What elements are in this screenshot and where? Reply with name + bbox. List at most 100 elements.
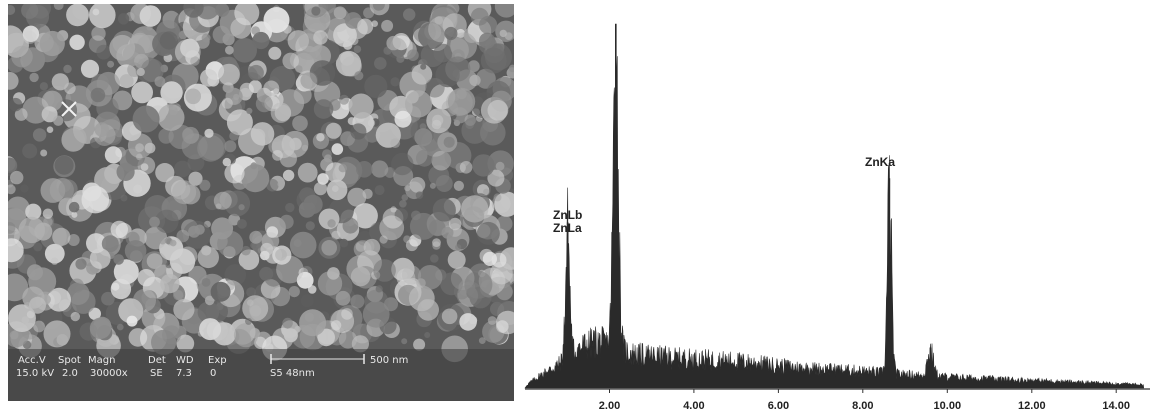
sem-particle [375, 285, 383, 293]
sem-particle [347, 117, 356, 126]
sem-particle [8, 32, 29, 58]
sem-particle [25, 203, 42, 220]
sem-particle [21, 4, 39, 19]
sem-particle [151, 329, 177, 355]
sem-particle [109, 34, 136, 61]
sem-particle [443, 136, 455, 148]
sem-particle [224, 264, 247, 286]
sem-particle [420, 63, 427, 70]
annotation-znka-text: ZnKa [865, 155, 895, 169]
sem-particle [362, 188, 373, 199]
sem-particle [496, 310, 514, 335]
exp-value: 0 [210, 368, 217, 379]
sem-particle [229, 131, 239, 141]
sem-particle [69, 278, 84, 293]
sem-particle [447, 87, 476, 116]
sem-particle [300, 72, 318, 89]
sem-particle [22, 143, 38, 159]
sem-particle [424, 332, 431, 338]
acc-v-value: 15.0 kV [16, 368, 55, 379]
spectrum-series [524, 56, 1145, 389]
sem-particle [394, 208, 408, 222]
sem-particle [250, 242, 257, 249]
sem-particle [180, 38, 200, 58]
sem-particle [386, 35, 401, 51]
sem-particle [364, 74, 388, 98]
sem-particle [372, 4, 385, 11]
sem-particle [168, 124, 193, 149]
sem-particle [210, 281, 231, 302]
sem-particle [490, 301, 505, 317]
sem-particle [162, 325, 181, 345]
sem-particle [369, 222, 389, 242]
sem-particle [333, 23, 357, 48]
sem-particle [487, 169, 505, 187]
x-tick-label: 6.00 [768, 400, 789, 412]
sem-particle [259, 266, 274, 281]
sem-particle [313, 182, 328, 196]
sem-particle [401, 265, 422, 285]
sem-particle [289, 231, 317, 259]
sem-particle [237, 219, 247, 229]
sem-particle [67, 234, 80, 246]
x-tick-label: 12.00 [1018, 400, 1046, 412]
sem-particle [242, 295, 269, 322]
sem-particle [496, 215, 513, 232]
sem-particle [266, 178, 279, 192]
sem-particle [47, 287, 71, 312]
sem-particle [104, 146, 122, 164]
sem-particle [317, 328, 336, 347]
sem-particle [125, 231, 140, 246]
sem-particle [426, 108, 452, 134]
sem-particle [432, 238, 441, 248]
sem-particle [330, 309, 355, 334]
sem-particle [282, 169, 295, 182]
sem-particle [279, 214, 294, 229]
sem-particle [413, 338, 426, 351]
sem-particle [339, 238, 349, 248]
sem-particle [493, 193, 502, 202]
sem-particle [139, 5, 162, 27]
marker-cross-icon [61, 101, 77, 117]
magn-value: 30000x [90, 368, 128, 379]
sem-particle [176, 334, 195, 353]
sem-particle [448, 217, 462, 231]
sem-particle [394, 110, 412, 128]
sem-particle [8, 56, 24, 73]
sem-particle [268, 46, 282, 60]
sem-particle [169, 248, 196, 274]
sem-particle [313, 99, 334, 119]
sem-particle [499, 29, 507, 38]
sem-particle [111, 282, 120, 291]
sem-particle [69, 34, 85, 50]
sem-particle [347, 187, 367, 207]
sem-particle [141, 290, 158, 306]
sem-particle [338, 330, 357, 349]
sem-particle [311, 6, 321, 16]
sem-particle [8, 72, 19, 90]
sem-particle [8, 222, 16, 234]
sem-particle [356, 161, 373, 178]
sem-particle [90, 87, 106, 103]
sem-particle [272, 150, 283, 161]
sem-particle [264, 268, 283, 287]
sem-particle [487, 316, 497, 325]
sem-particle [116, 162, 135, 181]
sem-particle [124, 240, 147, 262]
sem-particle [341, 308, 353, 320]
sem-particle [29, 72, 39, 83]
sem-particle [173, 299, 195, 321]
sem-particle [14, 108, 28, 121]
sem-particle [455, 244, 462, 251]
sem-particle [374, 57, 387, 70]
sem-particle [248, 64, 264, 81]
sem-particle [260, 279, 281, 299]
sem-particle [113, 254, 124, 265]
sem-particle [66, 4, 89, 27]
sem-particle [127, 133, 153, 159]
sem-particle [305, 221, 315, 231]
sem-particle [409, 177, 426, 193]
sem-particle [55, 99, 78, 122]
sem-particle [282, 317, 293, 329]
sem-particle [379, 215, 405, 241]
